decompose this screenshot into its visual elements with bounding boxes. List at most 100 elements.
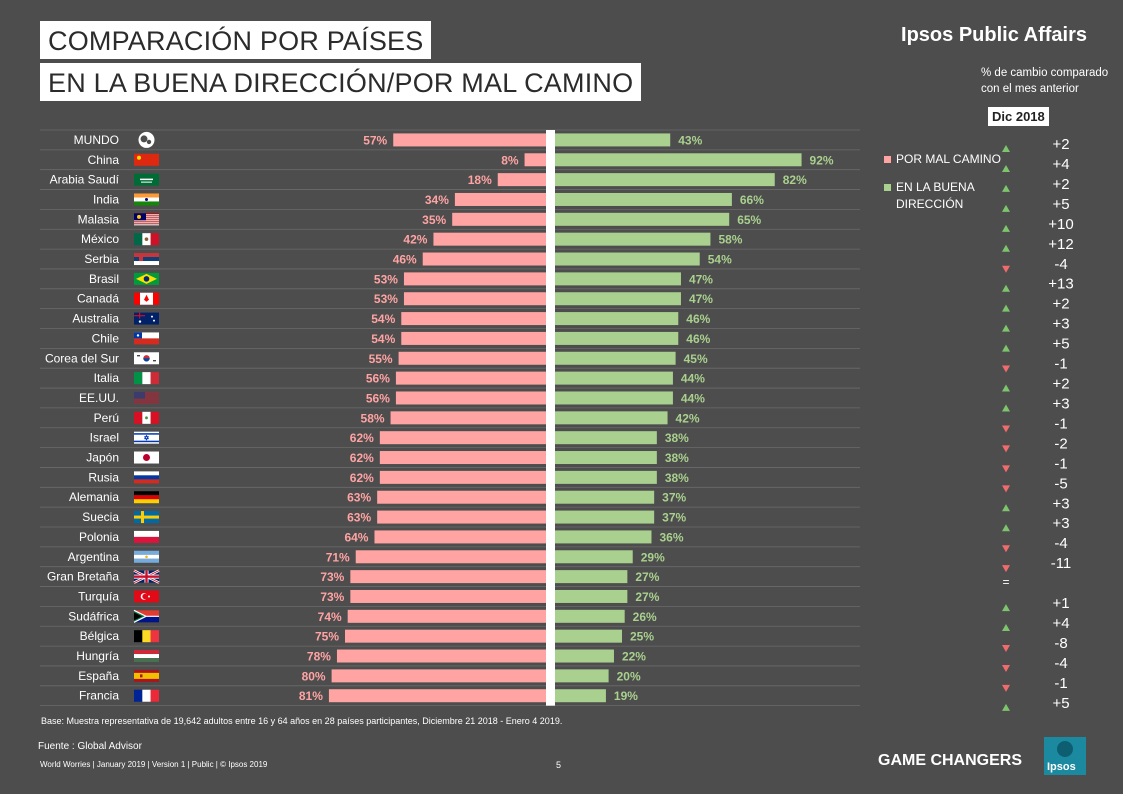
brand-name: Ipsos Public Affairs bbox=[901, 24, 1087, 46]
bar-bad bbox=[524, 153, 546, 167]
south-africa-flag-icon bbox=[133, 609, 159, 623]
arrow-down-icon bbox=[1002, 265, 1010, 273]
bar-good bbox=[555, 331, 679, 345]
value-label-bad: 62% bbox=[350, 471, 374, 485]
value-label-good: 47% bbox=[689, 292, 713, 306]
value-label-bad: 71% bbox=[326, 550, 350, 564]
change-label: +4 bbox=[1052, 156, 1069, 173]
bar-good bbox=[555, 550, 633, 564]
bar-good bbox=[555, 173, 775, 187]
change-label: -8 bbox=[1054, 635, 1067, 652]
change-label: -1 bbox=[1054, 415, 1067, 432]
arrow-up-icon bbox=[1002, 324, 1010, 332]
bar-good bbox=[555, 669, 609, 683]
change-label: -4 bbox=[1054, 655, 1067, 672]
value-label-good: 20% bbox=[617, 669, 641, 683]
country-label: Australia bbox=[72, 312, 119, 326]
value-label-good: 58% bbox=[718, 233, 742, 247]
country-label: India bbox=[93, 192, 119, 206]
country-label: Hungría bbox=[76, 649, 119, 663]
value-label-good: 38% bbox=[665, 431, 689, 445]
country-label: Rusia bbox=[88, 470, 119, 484]
value-label-good: 44% bbox=[681, 391, 705, 405]
bar-good bbox=[555, 689, 606, 703]
value-label-good: 38% bbox=[665, 451, 689, 465]
arrow-up-icon bbox=[1002, 244, 1010, 252]
bar-bad bbox=[377, 510, 546, 524]
bar-good bbox=[555, 510, 655, 524]
bar-good bbox=[555, 371, 673, 385]
bar-good bbox=[555, 649, 614, 663]
bar-bad bbox=[452, 212, 546, 226]
arrow-down-icon bbox=[1002, 645, 1010, 652]
bar-bad bbox=[403, 292, 546, 306]
document-meta: World Worries | January 2019 | Version 1… bbox=[40, 760, 268, 769]
change-label: +13 bbox=[1048, 276, 1073, 293]
change-note: % de cambio comparado con el mes anterio… bbox=[981, 67, 1109, 95]
value-label-bad: 53% bbox=[374, 292, 398, 306]
bar-good bbox=[555, 589, 628, 603]
bar-bad bbox=[401, 331, 546, 345]
bar-bad bbox=[379, 470, 546, 484]
country-label: Arabia Saudí bbox=[50, 173, 120, 187]
value-label-good: 65% bbox=[737, 213, 761, 227]
value-label-bad: 80% bbox=[302, 669, 326, 683]
bar-bad bbox=[393, 133, 546, 147]
arrow-up-icon bbox=[1002, 145, 1010, 152]
change-label: = bbox=[1002, 575, 1009, 589]
country-label: Bélgica bbox=[80, 629, 120, 643]
arrow-down-icon bbox=[1002, 365, 1010, 373]
value-label-bad: 78% bbox=[307, 650, 331, 664]
bar-good bbox=[555, 490, 655, 504]
logo-mark-icon bbox=[1057, 741, 1073, 757]
value-label-good: 25% bbox=[630, 630, 654, 644]
value-label-bad: 57% bbox=[363, 133, 387, 147]
bar-bad bbox=[350, 589, 546, 603]
value-label-bad: 54% bbox=[371, 312, 395, 326]
arrow-up-icon bbox=[1002, 224, 1010, 232]
country-label: Gran Bretaña bbox=[47, 570, 119, 584]
country-label: España bbox=[78, 669, 119, 683]
arrow-up-icon bbox=[1002, 284, 1010, 292]
country-label: EE.UU. bbox=[79, 391, 119, 405]
israel-flag-icon bbox=[134, 431, 159, 444]
change-label: +2 bbox=[1052, 176, 1069, 193]
value-label-bad: 34% bbox=[425, 193, 449, 207]
bar-good bbox=[555, 570, 628, 584]
value-label-bad: 35% bbox=[422, 213, 446, 227]
arrow-up-icon bbox=[1002, 204, 1010, 212]
bar-good bbox=[555, 232, 711, 246]
change-label: -4 bbox=[1054, 535, 1067, 552]
value-label-bad: 73% bbox=[320, 590, 344, 604]
value-label-bad: 18% bbox=[468, 173, 492, 187]
brazil-flag-icon bbox=[134, 272, 159, 285]
peru-flag-icon bbox=[134, 411, 159, 424]
arrow-up-icon bbox=[1002, 703, 1010, 711]
legend-label-good: EN LA BUENA DIRECCIÓN bbox=[896, 180, 975, 211]
value-label-bad: 75% bbox=[315, 630, 339, 644]
country-label: Israel bbox=[90, 431, 119, 445]
malaysia-flag-icon bbox=[134, 213, 159, 226]
japan-flag-icon bbox=[134, 451, 159, 464]
country-label: Japón bbox=[86, 451, 119, 465]
arrow-down-icon bbox=[1002, 485, 1010, 493]
argentina-flag-icon bbox=[134, 550, 159, 563]
mexico-flag-icon bbox=[134, 233, 159, 246]
source-note: Fuente : Global Advisor bbox=[38, 741, 142, 752]
italy-flag-icon bbox=[134, 372, 159, 385]
change-label: +2 bbox=[1052, 296, 1069, 313]
value-label-bad: 62% bbox=[350, 431, 374, 445]
change-label: -1 bbox=[1054, 356, 1067, 373]
value-label-good: 22% bbox=[622, 650, 646, 664]
bar-bad bbox=[379, 451, 546, 465]
arrow-down-icon bbox=[1002, 425, 1010, 433]
hungary-flag-icon bbox=[134, 650, 159, 663]
globe-icon bbox=[138, 131, 155, 148]
value-label-bad: 58% bbox=[361, 411, 385, 425]
value-label-good: 92% bbox=[810, 153, 834, 167]
bar-bad bbox=[422, 252, 546, 266]
bar-good bbox=[555, 411, 668, 425]
bar-good bbox=[555, 391, 673, 405]
country-label: Sudáfrica bbox=[68, 609, 119, 623]
country-label: Italia bbox=[94, 371, 120, 385]
